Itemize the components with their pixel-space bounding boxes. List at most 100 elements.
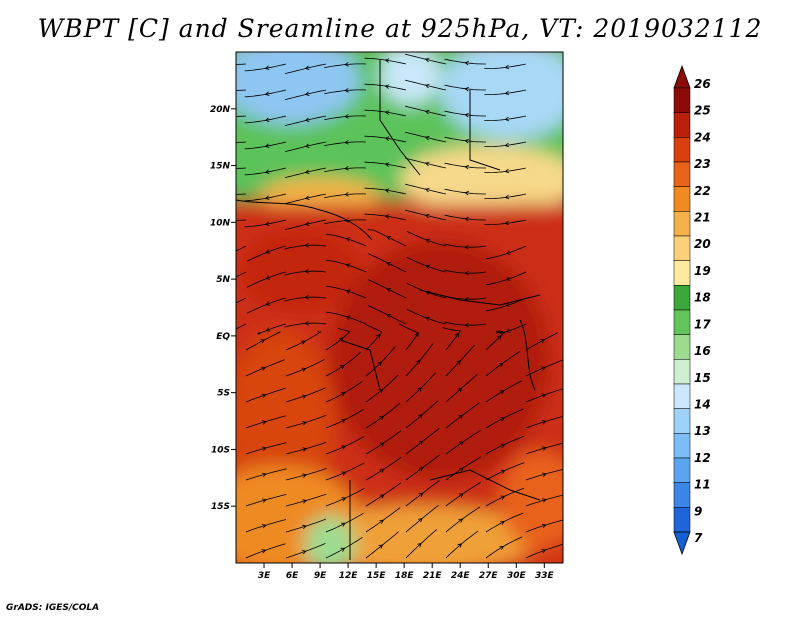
streamline-arrow [301, 367, 307, 372]
streamline-arrow [540, 339, 546, 344]
streamline-arrow [464, 138, 469, 144]
lat-tick-label: 10S [211, 445, 230, 455]
colorbar-label: 24 [694, 130, 711, 144]
streamline-arrow [424, 161, 430, 167]
streamline-arrow [418, 492, 424, 498]
streamline [236, 219, 247, 221]
streamline-arrow [459, 441, 464, 446]
streamline-arrow [301, 550, 307, 555]
streamline-arrow [424, 83, 430, 89]
streamline-arrow [341, 497, 347, 502]
colorbar-label: 16 [694, 344, 711, 358]
streamline-arrow [302, 524, 307, 530]
streamline-arrow [345, 315, 351, 320]
streamline-arrow [504, 220, 510, 226]
streamline-arrow [504, 168, 510, 174]
lon-tick-label: 3E [258, 571, 271, 581]
streamline-arrow [227, 304, 231, 307]
colorbar-high-arrow [673, 64, 691, 89]
colorbar-label: 17 [694, 317, 711, 331]
streamline-arrow [345, 289, 351, 294]
streamline-arrow [504, 142, 510, 148]
streamline-arrow [260, 339, 266, 344]
lon-tick-label: 24E [451, 571, 471, 581]
lat-tick-label: 5S [217, 389, 230, 399]
colorbar-swatch [673, 161, 691, 187]
streamline-arrow [262, 498, 267, 503]
streamline-arrow [505, 328, 511, 333]
streamline-arrow [304, 242, 309, 248]
streamline-arrow [464, 322, 469, 328]
streamline-arrow [500, 469, 506, 474]
streamline-arrow [345, 263, 351, 268]
streamline-arrow [541, 549, 547, 554]
streamline-arrow [227, 252, 231, 255]
lon-tick-label: 27E [479, 571, 499, 581]
streamline [236, 167, 247, 169]
colorbar-swatch [673, 309, 691, 335]
streamline-arrow [541, 393, 547, 398]
colorbar-label: 26 [694, 77, 711, 91]
streamline-arrow [340, 364, 345, 370]
wbpt-field [227, 52, 563, 563]
colorbar-swatch [673, 408, 691, 434]
streamline-arrow [379, 494, 385, 499]
streamline-arrow [264, 91, 270, 96]
streamline [236, 141, 247, 143]
colorbar-swatch [673, 383, 691, 409]
streamline-arrow [384, 110, 390, 115]
colorbar-swatch [673, 260, 691, 286]
streamline-arrow [504, 90, 510, 96]
streamline [236, 271, 247, 278]
streamline-arrow [301, 394, 307, 399]
streamline-arrow [505, 276, 511, 281]
streamline-arrow [418, 440, 424, 446]
streamline-arrow [424, 187, 430, 193]
streamline-arrow [264, 221, 270, 226]
streamline-arrow [261, 420, 267, 425]
streamline-arrow [341, 419, 346, 424]
streamline-arrow [458, 414, 464, 419]
lon-tick-label: 6E [286, 571, 299, 581]
colorbar: 26 25 24 23 22 21 20 19 18 17 16 15 14 13 12 11 9 7 [673, 64, 711, 556]
streamline-arrow [425, 238, 430, 244]
streamline-arrow [376, 333, 381, 339]
lon-tick-label: 18E [395, 571, 415, 581]
colorbar-label: 11 [694, 478, 711, 492]
streamline-arrow [264, 169, 270, 174]
streamline-arrow [344, 192, 349, 197]
streamline-arrow [417, 542, 422, 548]
colorbar-label: 7 [694, 531, 703, 545]
streamline-arrow [504, 116, 510, 122]
streamline-arrow [304, 320, 309, 326]
streamline [236, 89, 247, 91]
streamline-arrow [344, 88, 349, 93]
streamline-arrow [458, 493, 464, 498]
streamline-arrow [264, 65, 270, 70]
colorbar-label: 19 [694, 264, 711, 278]
streamline-arrow [459, 467, 464, 472]
colorbar-low-arrow [673, 531, 691, 556]
lon-tick-label: 15E [367, 571, 387, 581]
streamline-arrow [384, 214, 390, 219]
streamline-arrow [344, 140, 349, 145]
lon-axis: 3E 6E 9E 12E 15E 18E 21E 24E 27E 30E 33E [258, 563, 554, 581]
colorbar-label: 18 [694, 291, 711, 305]
streamline-arrow [379, 415, 385, 421]
streamline-arrow [499, 390, 505, 395]
colorbar-label: 23 [694, 157, 711, 171]
streamline-arrow [454, 332, 460, 338]
map-title: WBPT [C] and Sreamline at 925hPa, VT: 20… [37, 14, 763, 43]
streamline-arrow [384, 162, 390, 167]
streamline-arrow [425, 264, 430, 270]
lon-tick-label: 21E [423, 571, 443, 581]
streamline-arrow [384, 188, 390, 193]
streamline-arrow [262, 472, 267, 478]
streamline-arrow [340, 392, 346, 397]
streamline-arrow [505, 250, 511, 255]
streamline-arrow [384, 84, 390, 89]
streamline-arrow [464, 86, 469, 92]
streamline-arrow [345, 237, 351, 242]
streamline-arrow [386, 288, 392, 293]
